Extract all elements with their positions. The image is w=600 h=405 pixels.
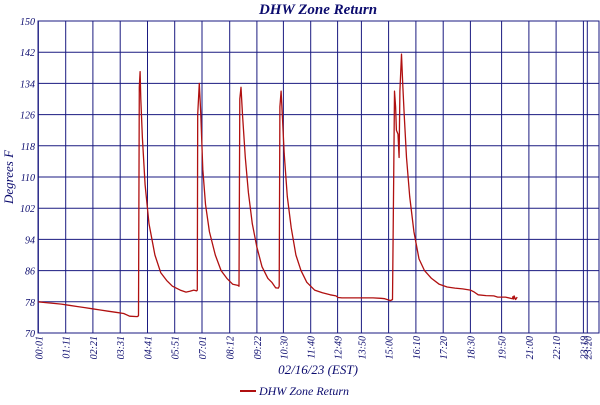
legend: DHW Zone Return (240, 384, 349, 398)
x-tick-label: 05:51 (171, 336, 182, 359)
x-tick-label: 15:00 (385, 336, 396, 359)
y-axis-label: Degrees F (1, 149, 16, 205)
legend-label: DHW Zone Return (258, 384, 349, 398)
x-tick-label: 04:41 (144, 336, 155, 359)
plot-frame (37, 20, 600, 334)
chart-title: DHW Zone Return (258, 2, 377, 18)
x-tick-label: 09:22 (253, 336, 264, 359)
series-line (37, 53, 518, 318)
y-tick-label: 78 (25, 298, 35, 309)
x-tick-label: 23:19 (579, 336, 590, 359)
x-tick-labels: 00:01 01:11 02:21 03:31 04:41 05:51 07:01 08:12… (34, 336, 594, 359)
x-tick-label: 17:20 (439, 336, 450, 359)
x-tick-label: 10:30 (279, 336, 290, 359)
x-tick-label: 16:10 (412, 336, 423, 359)
y-tick-labels: 70 78 86 94 102 110 118 126 134 142 150 (20, 17, 35, 340)
x-tick-label: 00:01 (34, 336, 45, 359)
x-tick-label: 02:21 (89, 336, 100, 359)
x-tick-label: 18:30 (466, 336, 477, 359)
x-tick-label: 01:11 (62, 336, 73, 359)
y-tick-label: 102 (20, 204, 35, 215)
x-axis-label: 02/16/23 (EST) (278, 362, 358, 377)
x-tick-label: 22:10 (552, 336, 563, 359)
x-tick-label: 23:20 (583, 336, 594, 359)
y-tick-label: 70 (25, 329, 35, 340)
y-tick-label: 110 (21, 173, 35, 184)
y-tick-label: 118 (21, 142, 35, 153)
y-tick-label: 94 (25, 235, 35, 246)
y-tick-label: 134 (20, 79, 35, 90)
x-tick-label: 12:49 (334, 336, 345, 359)
y-tick-label: 126 (20, 111, 35, 122)
y-tick-label: 150 (20, 17, 35, 28)
x-tick-label: 08:12 (226, 336, 237, 359)
y-tick-label: 142 (20, 48, 35, 59)
x-tick-label: 13:50 (357, 336, 368, 359)
x-tick-label: 07:01 (198, 336, 209, 359)
series-layer (37, 53, 518, 318)
x-tick-label: 11:40 (307, 336, 318, 359)
y-tick-label: 86 (25, 267, 35, 278)
x-tick-label: 19:50 (498, 336, 509, 359)
x-tick-label: 03:31 (116, 336, 127, 359)
x-tick-label: 21:00 (525, 336, 536, 359)
